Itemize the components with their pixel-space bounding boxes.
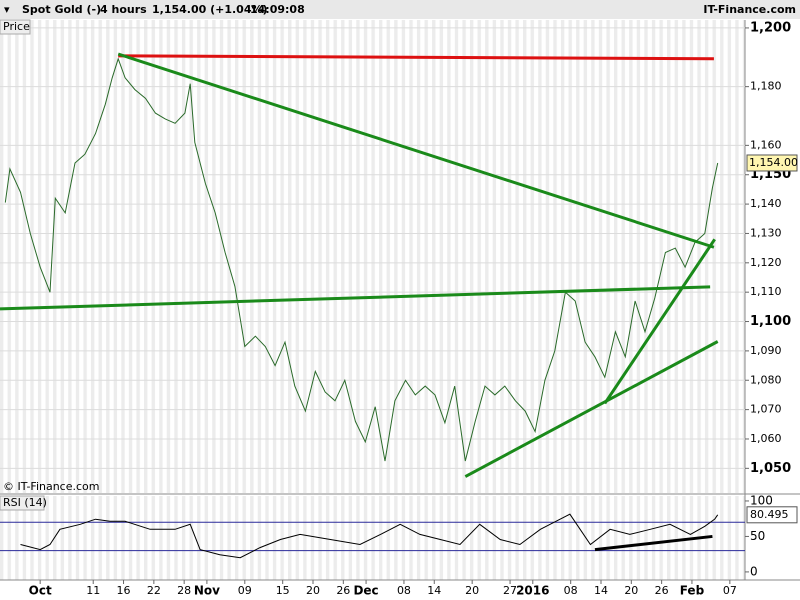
y-tick-label: 1,050: [750, 461, 791, 476]
trendline: [117, 52, 715, 249]
last-value-label: 80.495: [750, 508, 789, 521]
instrument: Spot Gold (-): [22, 3, 101, 16]
x-tick-label: 28: [177, 584, 191, 597]
last-value-label: 1,154.00: [749, 156, 798, 169]
x-tick-label: 14: [594, 584, 608, 597]
panel-label: RSI (14): [3, 496, 47, 509]
y-tick-label: 1,140: [750, 197, 782, 210]
panel-label-bg: [0, 19, 31, 35]
y-tick-label: 1,060: [750, 432, 782, 445]
x-tick-label: 20: [624, 584, 638, 597]
x-tick-label: Oct: [29, 584, 52, 598]
time: 14:09:08: [250, 3, 305, 16]
last-value-box: [746, 154, 798, 172]
x-tick-label: 14: [427, 584, 441, 597]
x-tick-label: 07: [723, 584, 737, 597]
series-line: [20, 513, 719, 559]
last-value-box: [746, 506, 798, 524]
menu-icon[interactable]: ▾: [4, 3, 10, 16]
y-tick-label: 1,160: [750, 138, 782, 151]
x-tick-label: 16: [117, 584, 131, 597]
x-tick-label: Feb: [680, 584, 705, 598]
x-tick-label: 08: [564, 584, 578, 597]
y-tick-label: 0: [750, 564, 758, 578]
x-tick-label: 20: [465, 584, 479, 597]
x-tick-label: 09: [238, 584, 252, 597]
panel-label-bg: [0, 495, 45, 511]
x-tick-label: Nov: [194, 584, 220, 598]
period: 4 hours: [100, 3, 147, 16]
x-tick-label: 20: [306, 584, 320, 597]
header-bar: [0, 0, 800, 19]
y-tick-label: 1,200: [750, 20, 791, 35]
x-tick-label: 11: [86, 584, 100, 597]
trendline: [464, 340, 719, 478]
y-tick-label: 1,130: [750, 226, 782, 239]
trendline: [0, 285, 711, 311]
x-tick-label: 08: [397, 584, 411, 597]
x-tick-label: 2016: [516, 584, 549, 598]
trendline: [594, 534, 713, 552]
trendline: [118, 54, 714, 61]
y-tick-label: 1,180: [750, 80, 782, 93]
y-tick-label: 1,070: [750, 403, 782, 416]
y-tick-label: 1,120: [750, 256, 782, 269]
x-tick-label: Dec: [353, 584, 378, 598]
y-tick-label: 100: [750, 493, 773, 507]
series-line: [4, 57, 719, 462]
y-tick-label: 1,090: [750, 344, 782, 357]
y-tick-label: 1,100: [750, 314, 791, 329]
brand: IT-Finance.com: [703, 3, 796, 16]
y-tick-label: 1,080: [750, 373, 782, 386]
price-panel-bg: [0, 20, 745, 493]
y-tick-label: 1,110: [750, 285, 782, 298]
price-panel: 1,2001,1801,1601,1501,1401,1301,1201,110…: [0, 19, 798, 493]
x-tick-label: 22: [147, 584, 161, 597]
trendline: [603, 238, 716, 405]
x-tick-label: 15: [276, 584, 290, 597]
rsi-panel: 100 50 0 RSI (14) 80.495: [0, 493, 798, 578]
x-tick-label: 26: [655, 584, 669, 597]
panel-label: Price: [3, 20, 30, 33]
x-tick-label: 27: [503, 584, 517, 597]
quote: 1,154.00 (+1.04%): [152, 3, 268, 16]
x-tick-label: 26: [336, 584, 350, 597]
y-tick-label: 50: [750, 529, 765, 543]
watermark: © IT-Finance.com: [3, 480, 100, 493]
